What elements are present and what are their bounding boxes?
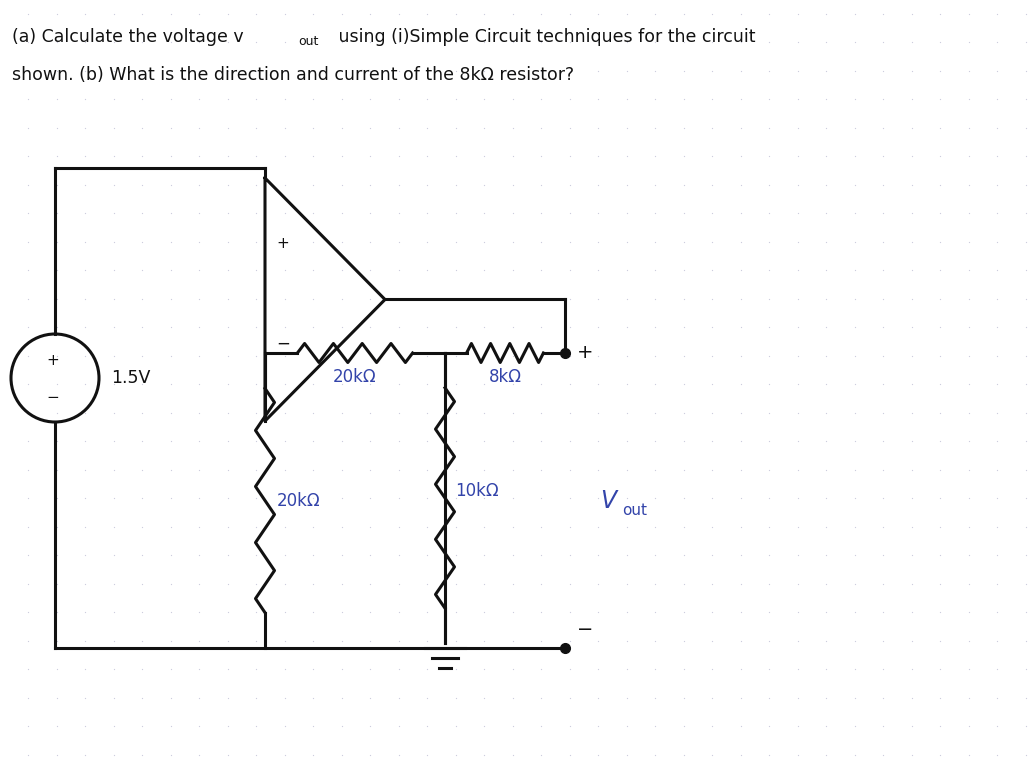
Text: +: + <box>577 344 593 363</box>
Text: 1.5V: 1.5V <box>111 369 151 387</box>
Text: out: out <box>298 35 319 48</box>
Text: −: − <box>276 334 290 352</box>
Text: V: V <box>600 489 616 513</box>
Text: 20kΩ: 20kΩ <box>333 368 377 386</box>
Text: (a) Calculate the voltage v: (a) Calculate the voltage v <box>12 28 244 46</box>
Text: 20kΩ: 20kΩ <box>277 492 321 510</box>
Text: −: − <box>577 620 593 640</box>
Text: using (i)Simple Circuit techniques for the circuit: using (i)Simple Circuit techniques for t… <box>333 28 755 46</box>
Text: 8kΩ: 8kΩ <box>488 368 521 386</box>
Text: +: + <box>276 236 289 251</box>
Text: +: + <box>46 352 60 367</box>
Text: 10kΩ: 10kΩ <box>455 482 498 500</box>
Text: −: − <box>46 389 60 405</box>
Text: shown. (b) What is the direction and current of the 8kΩ resistor?: shown. (b) What is the direction and cur… <box>12 66 574 84</box>
Text: out: out <box>622 503 647 518</box>
